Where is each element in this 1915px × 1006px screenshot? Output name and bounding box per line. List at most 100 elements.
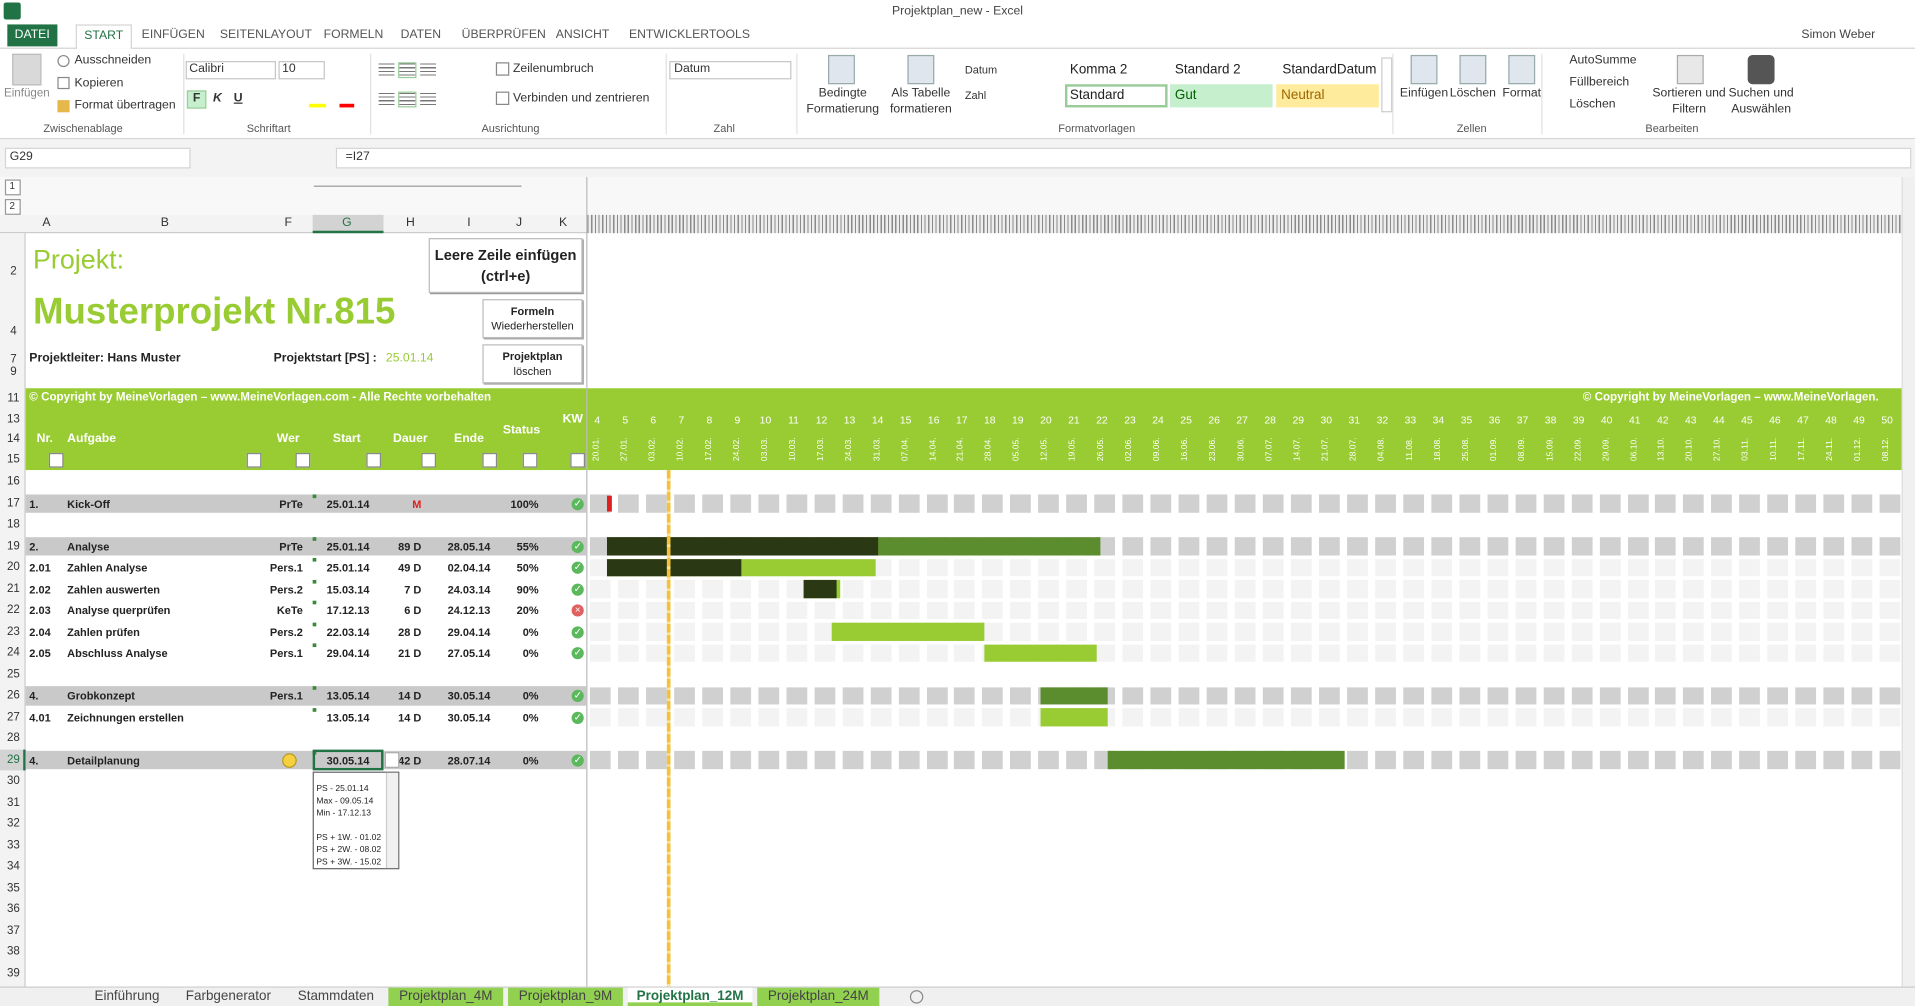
row-header[interactable]: 25 xyxy=(6,667,20,681)
macro-button[interactable] xyxy=(482,344,583,384)
outline-level[interactable]: 2 xyxy=(9,200,15,212)
macro-button[interactable] xyxy=(428,238,583,294)
column-header[interactable]: B xyxy=(160,216,169,230)
macro-button-label[interactable]: Wiederherstellen xyxy=(491,320,574,333)
row-header[interactable]: 15 xyxy=(6,452,20,467)
row-header[interactable]: 14 xyxy=(6,432,20,446)
dropdown-list[interactable] xyxy=(312,771,400,870)
dropdown-option[interactable]: PS - 25.01.14 xyxy=(316,785,369,794)
row-header[interactable]: 24 xyxy=(6,645,20,660)
filter-button[interactable] xyxy=(366,452,382,468)
sheet-tab[interactable] xyxy=(183,987,274,1006)
sheet-tab-label[interactable]: Einführung xyxy=(94,988,160,1004)
row-header[interactable]: 11 xyxy=(7,391,20,406)
format-as-table-button[interactable]: formatieren xyxy=(889,102,952,116)
ribbon-tab[interactable]: FORMELN xyxy=(323,28,384,42)
macro-button-label[interactable]: Projektplan xyxy=(502,350,563,363)
ribbon-tab[interactable]: DATEN xyxy=(400,28,442,42)
cell-style[interactable]: Gut xyxy=(1174,87,1197,103)
row-header[interactable]: 38 xyxy=(6,944,20,959)
row-header[interactable]: 17 xyxy=(6,496,20,510)
macro-button[interactable] xyxy=(482,299,583,339)
excel-icon[interactable] xyxy=(3,2,21,20)
row-header[interactable]: 31 xyxy=(6,795,20,809)
autosum-button[interactable]: AutoSumme xyxy=(1569,53,1637,68)
row-header[interactable]: 22 xyxy=(6,603,20,617)
sort-filter-button[interactable]: Filtern xyxy=(1672,102,1707,116)
cell-style-swatch[interactable] xyxy=(1170,84,1273,108)
row-header[interactable]: 39 xyxy=(6,966,20,980)
sheet-tab-label[interactable]: Projektplan_24M xyxy=(767,988,869,1004)
align-icon[interactable] xyxy=(398,62,417,79)
dropdown-arrow[interactable] xyxy=(384,751,400,768)
row-header[interactable]: 21 xyxy=(6,581,20,596)
ribbon-tab[interactable]: ÜBERPRÜFEN xyxy=(461,28,546,42)
find-select-button[interactable]: Auswählen xyxy=(1731,102,1791,116)
row-header[interactable]: 16 xyxy=(6,474,20,489)
row-header[interactable]: 19 xyxy=(6,539,20,553)
sort-filter-button[interactable]: Sortieren und xyxy=(1652,86,1726,101)
cells-button[interactable]: Löschen xyxy=(1449,86,1496,101)
italic-button[interactable]: K xyxy=(212,91,222,105)
row-header[interactable]: 23 xyxy=(6,624,20,638)
font-name-box[interactable] xyxy=(185,61,277,80)
column-header[interactable]: J xyxy=(515,216,523,230)
bold-button[interactable]: F xyxy=(192,91,201,105)
row-header[interactable]: 30 xyxy=(6,774,20,788)
dropdown-option[interactable]: Max - 09.05.14 xyxy=(316,797,374,806)
copy-button[interactable]: Kopieren xyxy=(74,76,124,91)
vertical-scrollbar[interactable] xyxy=(1901,177,1915,987)
filter-button[interactable] xyxy=(246,452,262,468)
filter-button[interactable] xyxy=(48,452,64,468)
ribbon-tab[interactable]: ANSICHT xyxy=(555,28,610,42)
dropdown-option[interactable]: PS + 3W. - 15.02 xyxy=(316,858,382,867)
paste-icon[interactable] xyxy=(12,53,42,86)
paste-button[interactable]: Einfügen xyxy=(3,86,50,101)
wrap-button[interactable]: Zeilenumbruch xyxy=(512,62,594,76)
macro-button-label[interactable]: (ctrl+e) xyxy=(480,267,531,285)
cell-style[interactable]: Datum xyxy=(964,63,998,76)
filter-button[interactable] xyxy=(482,452,498,468)
column-header[interactable]: F xyxy=(284,216,292,230)
row-header[interactable]: 7 xyxy=(10,352,17,367)
dropdown-option[interactable]: Min - 17.12.13 xyxy=(316,809,371,819)
row-header[interactable]: 37 xyxy=(6,923,20,938)
dropdown-option[interactable]: PS + 1W. - 01.02 xyxy=(316,833,382,843)
macro-button-label[interactable]: Formeln xyxy=(510,304,555,318)
ribbon-tab[interactable]: EINFÜGEN xyxy=(141,28,205,42)
outline-level[interactable]: 1 xyxy=(9,180,15,192)
row-header[interactable]: 13 xyxy=(6,412,20,427)
name-box[interactable] xyxy=(4,147,191,169)
underline-button[interactable]: U xyxy=(233,91,243,105)
column-header[interactable]: H xyxy=(405,216,415,230)
cell-style[interactable]: Standard xyxy=(1069,87,1125,103)
cut-button[interactable]: Ausschneiden xyxy=(74,53,152,68)
outline-level-box[interactable] xyxy=(4,179,21,196)
align-icon[interactable] xyxy=(378,92,395,107)
align-icon[interactable] xyxy=(420,63,437,77)
row-header[interactable]: 36 xyxy=(6,902,20,916)
sheet-tab-label[interactable]: Projektplan_4M xyxy=(399,988,493,1004)
row-header[interactable]: 18 xyxy=(6,517,20,532)
font-size-box[interactable] xyxy=(278,61,325,80)
sheet-tab[interactable] xyxy=(757,987,880,1006)
cell-style-swatch[interactable] xyxy=(1064,84,1168,108)
sheet-tab[interactable] xyxy=(388,987,504,1006)
macro-button-label[interactable]: Leere Zeile einfügen xyxy=(434,246,577,264)
sheet-tab-label[interactable]: Projektplan_9M xyxy=(518,988,613,1004)
row-header[interactable]: 33 xyxy=(6,838,20,852)
row-header[interactable]: 9 xyxy=(10,365,17,379)
macro-button-label[interactable]: löschen xyxy=(513,365,552,378)
ribbon-tab[interactable]: START xyxy=(75,24,132,49)
row-header[interactable]: 28 xyxy=(6,731,20,745)
cell-style[interactable]: StandardDatum xyxy=(1282,62,1377,77)
clear-button[interactable]: Löschen xyxy=(1569,97,1616,112)
cell-style[interactable]: Neutral xyxy=(1281,87,1325,103)
cells-button[interactable]: Format xyxy=(1502,86,1542,101)
row-header[interactable]: 4 xyxy=(10,324,17,339)
row-header[interactable]: 20 xyxy=(6,560,20,574)
outline-level-box[interactable] xyxy=(4,199,21,215)
column-header[interactable]: K xyxy=(558,216,568,230)
sheet-tab[interactable] xyxy=(92,987,162,1006)
column-header[interactable]: G xyxy=(342,216,352,230)
